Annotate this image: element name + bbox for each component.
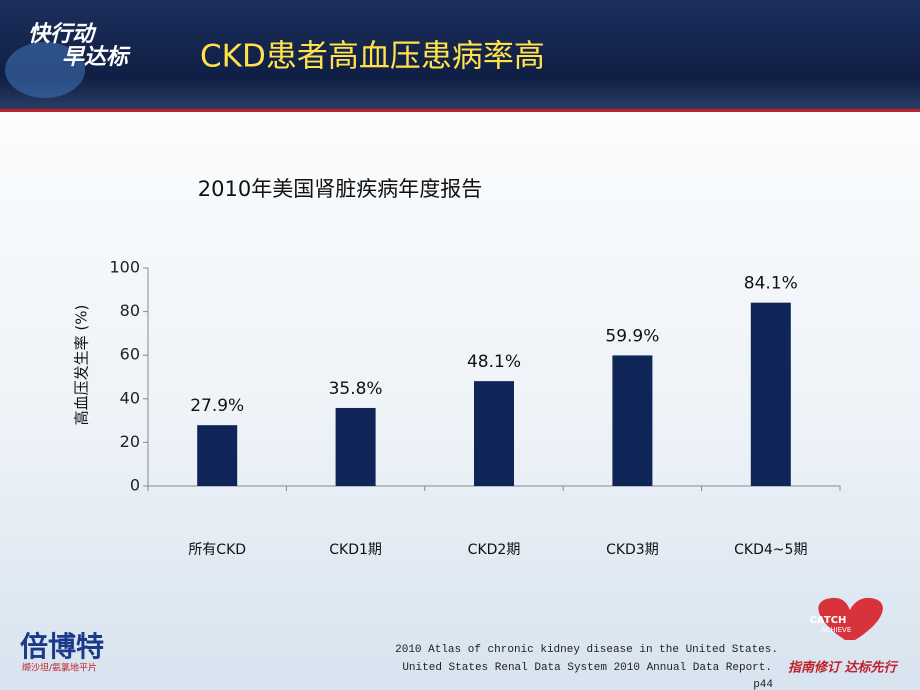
- chart-title: 2010年美国肾脏疾病年度报告: [198, 177, 482, 201]
- value-label: 35.8%: [329, 379, 383, 399]
- page-number: p44: [753, 679, 773, 690]
- y-tick-label: 100: [109, 258, 140, 277]
- y-tick-label: 60: [120, 345, 140, 364]
- source-text: United States Renal Data System 2010 Ann…: [402, 662, 772, 674]
- logo-splash: [5, 42, 85, 98]
- x-tick-label: CKD1期: [329, 542, 382, 558]
- value-label: 48.1%: [467, 352, 521, 372]
- logo-text: 快行动: [28, 22, 97, 47]
- x-tick-label: CKD2期: [468, 542, 521, 558]
- x-tick-label: CKD3期: [606, 542, 659, 558]
- bar: [197, 425, 238, 486]
- slide-title: CKD患者高血压患病率高: [200, 39, 545, 75]
- x-tick-label: 所有CKD: [188, 542, 246, 558]
- slogan: 指南修订 达标先行: [788, 660, 899, 676]
- chart: 2010年美国肾脏疾病年度报告 高血压发生率 (%) 0 20 40 60 80 100 所…: [73, 177, 841, 558]
- header-band: [0, 0, 920, 110]
- y-tick-label: 80: [120, 301, 140, 320]
- value-label: 59.9%: [605, 326, 659, 346]
- source-text: 2010 Atlas of chronic kidney disease in …: [395, 644, 778, 656]
- bar: [612, 355, 653, 486]
- logo-text: 早达标: [62, 45, 131, 70]
- value-label: 27.9%: [190, 396, 244, 416]
- badge-heart: [818, 597, 883, 640]
- value-label: 84.1%: [744, 274, 798, 294]
- bar: [335, 407, 376, 486]
- header-rule: [0, 109, 920, 112]
- y-tick-label: 20: [120, 432, 140, 451]
- y-tick-label: 0: [130, 476, 140, 495]
- badge-text: ACHIEVE: [821, 626, 852, 634]
- brand: 倍博特: [20, 630, 104, 663]
- x-tick-label: CKD4~5期: [734, 542, 807, 558]
- y-tick-label: 40: [120, 388, 140, 407]
- badge-text: CATCH: [810, 615, 847, 626]
- brand-sub: 缬沙坦/氨氯地平片: [22, 662, 97, 674]
- bar: [750, 302, 791, 486]
- bar: [474, 381, 514, 486]
- y-axis-label: 高血压发生率 (%): [73, 305, 91, 426]
